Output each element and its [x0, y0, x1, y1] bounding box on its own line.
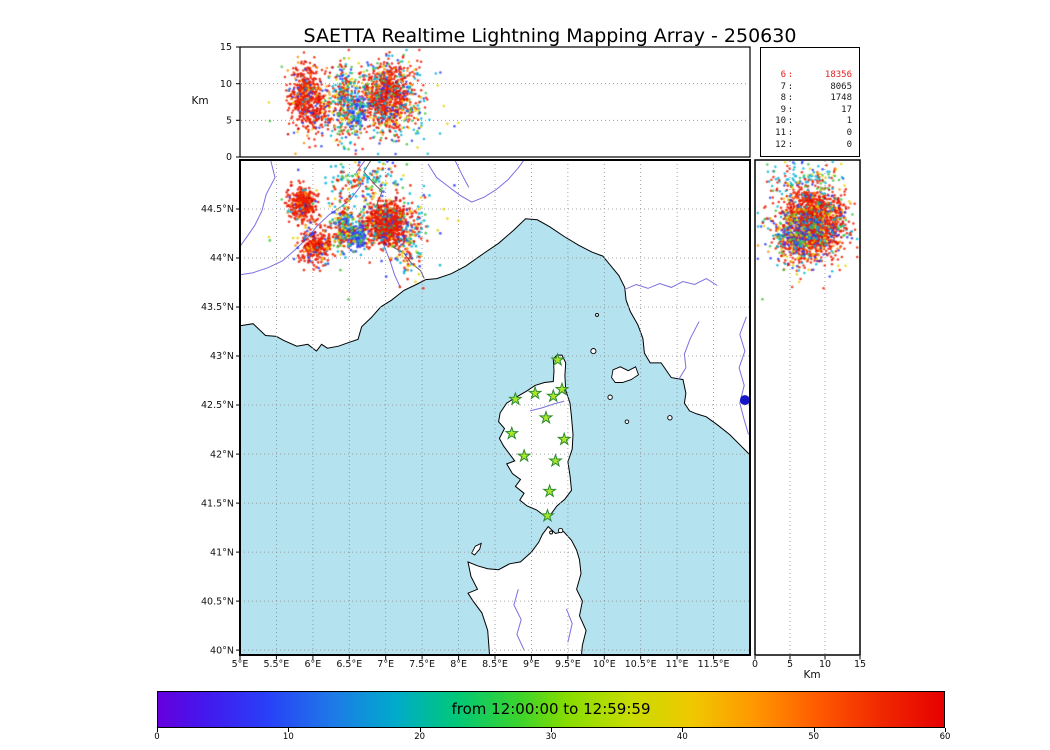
- stats-row: 11:0: [775, 127, 852, 138]
- colorbar-tick-label: 20: [414, 732, 426, 742]
- stats-row: 9:17: [780, 104, 852, 115]
- colorbar-gradient: [157, 691, 945, 728]
- colorbar-ticks: 0 10 20 30 40 50 60: [154, 691, 950, 743]
- colorbar-tick-label: 40: [676, 732, 688, 742]
- colorbar-tick-mark: [813, 728, 815, 732]
- colorbar-tick-label: 0: [154, 732, 160, 742]
- colorbar-tick-mark: [157, 728, 158, 732]
- colorbar-tick-mark: [682, 728, 684, 732]
- colorbar-tick-mark: [288, 728, 290, 732]
- colorbar-tick-mark: [945, 728, 946, 732]
- stats-panel: 6:18356 7:8065 8:1748 9:17 10:1 11:0 12:0: [760, 47, 860, 157]
- colorbar-tick-label: 10: [282, 732, 294, 742]
- stats-row: 8:1748: [780, 93, 852, 104]
- colorbar: from 12:00:00 to 12:59:59 0 10 20 30 40 50 60: [154, 691, 950, 743]
- colorbar-tick-label: 50: [808, 732, 820, 742]
- stats-row: 10:1: [775, 116, 852, 127]
- colorbar-tick-mark: [551, 728, 552, 732]
- colorbar-tick-mark: [419, 728, 421, 732]
- colorbar-label: from 12:00:00 to 12:59:59: [451, 700, 651, 718]
- stats-row: 6:18356: [780, 70, 852, 80]
- stats-row: 7:8065: [780, 81, 852, 92]
- colorbar-tick-label: 30: [545, 732, 557, 742]
- stats-row: 12:0: [775, 139, 852, 150]
- colorbar-tick-label: 60: [939, 732, 951, 742]
